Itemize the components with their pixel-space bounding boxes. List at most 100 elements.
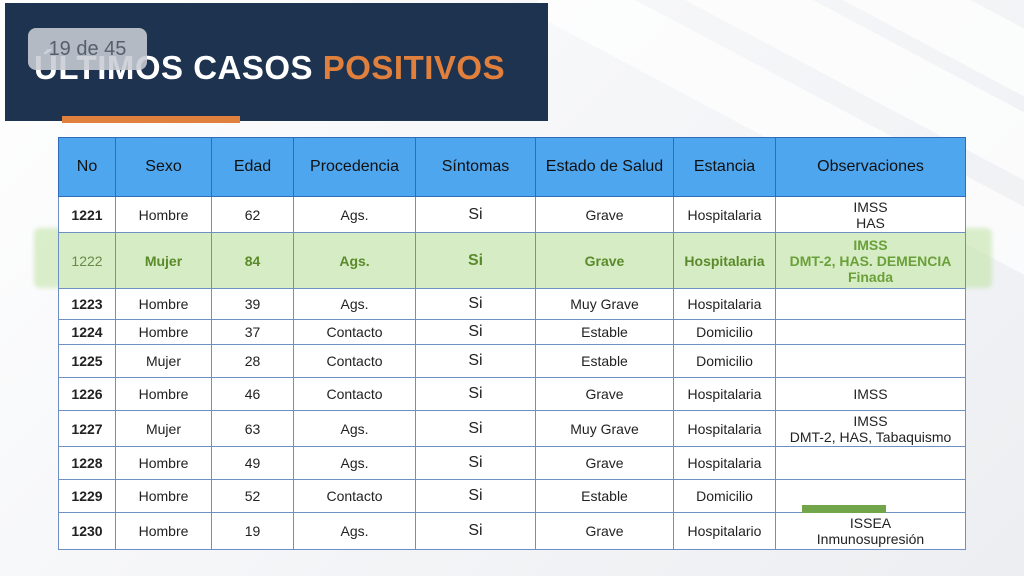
- header-no: No: [58, 137, 116, 197]
- header-estado: Estado de Salud: [535, 137, 674, 197]
- table-row: 1224 Hombre 37 Contacto Si Estable Domicilio: [58, 319, 966, 345]
- cell-observaciones: ISSEA Inmunosupresión: [775, 512, 966, 550]
- cell-no: 1222: [58, 232, 116, 289]
- cell-sexo: Hombre: [115, 479, 212, 513]
- cell-estado: Estable: [535, 479, 674, 513]
- cell-sintomas: Si: [415, 319, 536, 345]
- table-row: 1223 Hombre 39 Ags. Si Muy Grave Hospitalaria: [58, 288, 966, 320]
- cell-estancia: Hospitalaria: [673, 410, 776, 447]
- cell-sexo: Hombre: [115, 288, 212, 320]
- cell-sintomas: Si: [415, 288, 536, 320]
- cell-edad: 49: [211, 446, 294, 480]
- cell-estado: Muy Grave: [535, 288, 674, 320]
- cell-estado: Grave: [535, 232, 674, 289]
- page-indicator: 19 de 45: [28, 28, 147, 70]
- cell-sexo: Hombre: [115, 512, 212, 550]
- table-header-row: No Sexo Edad Procedencia Síntomas Estado…: [58, 137, 966, 197]
- cell-sexo: Mujer: [115, 232, 212, 289]
- observation-line: IMSS: [853, 236, 888, 253]
- observation-line: Inmunosupresión: [816, 531, 925, 547]
- observation-line: DMT-2, HAS, Tabaquismo: [789, 428, 952, 445]
- cell-edad: 19: [211, 512, 294, 550]
- cell-no: 1227: [58, 410, 116, 447]
- cell-sintomas: Si: [415, 479, 536, 513]
- cell-estado: Estable: [535, 319, 674, 345]
- cell-edad: 37: [211, 319, 294, 345]
- table-row: 1222 Mujer 84 Ags. Si Grave Hospitalaria IMSS DM…: [58, 232, 966, 289]
- cell-sintomas: Si: [415, 512, 536, 550]
- title-accent-bar: [62, 116, 240, 123]
- cell-estancia: Hospitalaria: [673, 446, 776, 480]
- observation-line: IMSS: [853, 386, 888, 402]
- cell-edad: 84: [211, 232, 294, 289]
- cell-no: 1225: [58, 344, 116, 378]
- header-observaciones: Observaciones: [775, 137, 966, 197]
- cell-sexo: Mujer: [115, 410, 212, 447]
- cell-estado: Muy Grave: [535, 410, 674, 447]
- cell-edad: 28: [211, 344, 294, 378]
- cell-sintomas: Si: [415, 196, 536, 233]
- cell-estado: Grave: [535, 377, 674, 411]
- header-sintomas: Síntomas: [415, 137, 536, 197]
- cell-edad: 62: [211, 196, 294, 233]
- cell-procedencia: Contacto: [293, 479, 416, 513]
- cell-no: 1223: [58, 288, 116, 320]
- table-row: 1221 Hombre 62 Ags. Si Grave Hospitalaria IMSS H…: [58, 196, 966, 233]
- observation-line: IMSS: [853, 412, 888, 429]
- cell-sintomas: Si: [415, 410, 536, 447]
- cell-estancia: Hospitalario: [673, 512, 776, 550]
- observation-line: IMSS: [853, 198, 888, 215]
- cell-sexo: Hombre: [115, 319, 212, 345]
- cell-no: 1221: [58, 196, 116, 233]
- cell-procedencia: Contacto: [293, 319, 416, 345]
- cell-sexo: Mujer: [115, 344, 212, 378]
- cell-estado: Grave: [535, 196, 674, 233]
- cell-observaciones: IMSS DMT-2, HAS, Tabaquismo: [775, 410, 966, 447]
- cell-estancia: Domicilio: [673, 479, 776, 513]
- header-estancia: Estancia: [673, 137, 776, 197]
- cell-observaciones: IMSS: [775, 377, 966, 411]
- cell-estado: Estable: [535, 344, 674, 378]
- cell-procedencia: Contacto: [293, 344, 416, 378]
- cell-observaciones: IMSS DMT-2, HAS. DEMENCIA Finada: [775, 232, 966, 289]
- slide-title-orange: POSITIVOS: [322, 49, 506, 86]
- table-row: 1227 Mujer 63 Ags. Si Muy Grave Hospitalaria IM…: [58, 410, 966, 447]
- cell-procedencia: Ags.: [293, 288, 416, 320]
- cell-sintomas: Si: [415, 446, 536, 480]
- table-row: 1228 Hombre 49 Ags. Si Grave Hospitalaria: [58, 446, 966, 480]
- header-sexo: Sexo: [115, 137, 212, 197]
- table-row: 1230 Hombre 19 Ags. Si Grave Hospitalario ISSEA…: [58, 512, 966, 550]
- cell-edad: 52: [211, 479, 294, 513]
- cell-estancia: Hospitalaria: [673, 377, 776, 411]
- cell-observaciones: IMSS HAS: [775, 196, 966, 233]
- cell-edad: 39: [211, 288, 294, 320]
- cell-sexo: Hombre: [115, 377, 212, 411]
- cell-estancia: Hospitalaria: [673, 288, 776, 320]
- cell-observaciones: [775, 319, 966, 345]
- cell-sexo: Hombre: [115, 446, 212, 480]
- cell-procedencia: Ags.: [293, 512, 416, 550]
- cell-estado: Grave: [535, 512, 674, 550]
- cases-table: No Sexo Edad Procedencia Síntomas Estado…: [58, 137, 966, 550]
- observation-line: HAS: [856, 214, 885, 231]
- cell-no: 1226: [58, 377, 116, 411]
- table-row: 1225 Mujer 28 Contacto Si Estable Domicilio: [58, 344, 966, 378]
- cell-sintomas: Si: [415, 344, 536, 378]
- table-row: 1226 Hombre 46 Contacto Si Grave Hospitalaria I…: [58, 377, 966, 411]
- observation-line: DMT-2, HAS. DEMENCIA: [789, 252, 952, 269]
- cell-procedencia: Ags.: [293, 232, 416, 289]
- cell-observaciones: [775, 446, 966, 480]
- cell-edad: 63: [211, 410, 294, 447]
- observation-line: ISSEA: [849, 515, 892, 531]
- cell-sintomas: Si: [415, 377, 536, 411]
- cell-no: 1230: [58, 512, 116, 550]
- cell-observaciones: [775, 344, 966, 378]
- cell-sexo: Hombre: [115, 196, 212, 233]
- cell-edad: 46: [211, 377, 294, 411]
- header-procedencia: Procedencia: [293, 137, 416, 197]
- cell-procedencia: Contacto: [293, 377, 416, 411]
- observation-line: Finada: [847, 268, 894, 285]
- green-marker: [802, 505, 886, 513]
- cell-estado: Grave: [535, 446, 674, 480]
